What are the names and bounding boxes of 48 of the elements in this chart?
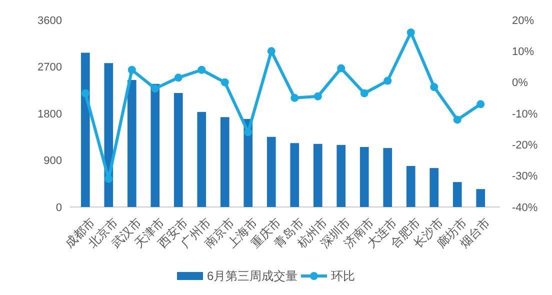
bar xyxy=(430,168,439,207)
point xyxy=(104,174,113,183)
bar xyxy=(476,189,486,207)
point xyxy=(290,94,299,102)
point xyxy=(267,47,276,56)
point xyxy=(174,74,182,82)
point xyxy=(314,92,322,100)
bar xyxy=(452,182,462,207)
point xyxy=(220,78,229,86)
point xyxy=(244,128,252,136)
point xyxy=(128,66,136,74)
y-tick-label: 900 xyxy=(44,155,62,168)
point xyxy=(81,89,90,98)
bar xyxy=(406,166,416,207)
y-tick-label: 0 xyxy=(56,202,62,214)
point xyxy=(151,84,160,93)
y2-tick-label: 20% xyxy=(512,14,534,27)
legend-label: 6月第三周成交量 xyxy=(207,269,298,284)
bar xyxy=(80,52,90,207)
y-tick-label: 1800 xyxy=(38,108,62,120)
bar xyxy=(266,136,276,207)
point xyxy=(476,100,485,108)
y2-tick-label: -10% xyxy=(512,108,538,120)
point xyxy=(198,66,206,74)
point xyxy=(360,89,368,98)
y-tick-label: 2700 xyxy=(38,62,62,74)
bar xyxy=(174,92,183,207)
bar xyxy=(127,80,136,207)
y2-tick-label: 0% xyxy=(512,77,528,90)
bar xyxy=(313,144,322,207)
point xyxy=(337,64,346,72)
bar xyxy=(360,147,369,207)
bar xyxy=(220,117,230,207)
bar xyxy=(150,84,160,207)
y2-tick-label: -30% xyxy=(512,170,538,183)
bar xyxy=(197,112,206,207)
point xyxy=(453,116,462,124)
point xyxy=(384,76,392,85)
y2-tick-label: 10% xyxy=(512,46,534,58)
bar xyxy=(290,143,300,207)
legend-label: 环比 xyxy=(331,269,355,284)
bar xyxy=(383,148,392,207)
point xyxy=(430,83,438,92)
point xyxy=(406,28,415,36)
y2-tick-label: -40% xyxy=(512,202,538,214)
y-tick-label: 3600 xyxy=(38,14,62,27)
y2-tick-label: -20% xyxy=(512,140,538,152)
bar xyxy=(336,144,346,207)
